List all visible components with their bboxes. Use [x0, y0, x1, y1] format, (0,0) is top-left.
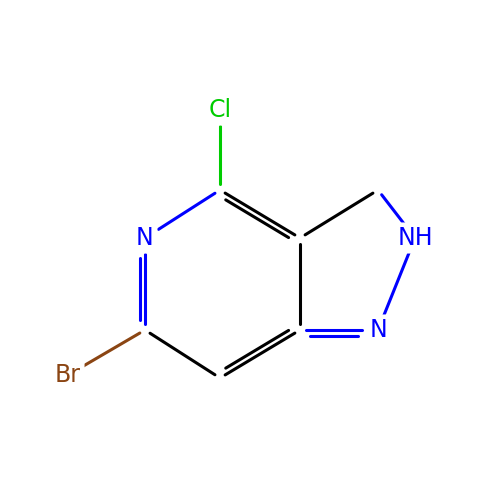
- Text: NH: NH: [397, 226, 433, 250]
- Text: Br: Br: [55, 363, 81, 387]
- Text: N: N: [369, 318, 387, 342]
- Text: Cl: Cl: [208, 98, 232, 122]
- Text: N: N: [136, 226, 154, 250]
